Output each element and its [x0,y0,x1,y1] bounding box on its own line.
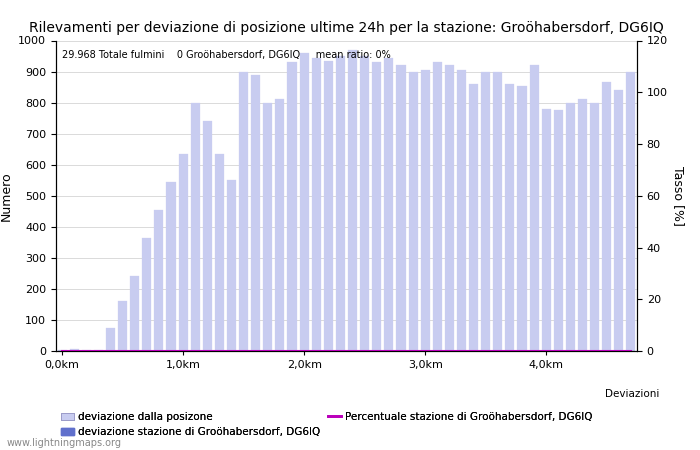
Bar [566,103,575,351]
Text: 29.968 Totale fulmini    0 Groöhabersdorf, DG6IQ     mean ratio: 0%: 29.968 Totale fulmini 0 Groöhabersdorf, … [62,50,391,60]
Y-axis label: Numero: Numero [0,171,13,220]
Bar [615,90,624,351]
Bar [457,70,466,351]
Bar [433,62,442,351]
Bar [167,182,176,351]
Bar [190,103,199,351]
Bar [494,72,503,351]
Bar [409,72,418,351]
Bar [312,58,321,351]
Bar [626,72,636,351]
Bar [517,86,526,351]
Bar [505,84,514,351]
Bar [336,56,345,351]
Bar [396,65,405,351]
Bar [481,72,490,351]
Bar [178,154,188,351]
Bar [590,103,599,351]
Bar [275,99,284,351]
Bar [444,65,454,351]
Bar [602,82,611,351]
Bar [288,62,297,351]
Title: Rilevamenti per deviazione di posizione ultime 24h per la stazione: Groöhabersdo: Rilevamenti per deviazione di posizione … [29,21,664,35]
Bar [360,56,369,351]
Bar [421,70,430,351]
Bar [215,154,224,351]
Text: www.lightningmaps.org: www.lightningmaps.org [7,438,122,448]
Bar [263,103,272,351]
Bar [142,238,151,351]
Bar [227,180,236,351]
Bar [554,110,563,351]
Bar [542,109,551,351]
Bar [251,75,260,351]
Bar [324,61,333,351]
Bar [348,50,357,351]
Text: Deviazioni: Deviazioni [606,389,660,399]
Bar [530,65,539,351]
Bar [69,350,78,351]
Bar [372,62,382,351]
Bar [130,276,139,351]
Bar [384,58,393,351]
Bar [300,53,309,351]
Bar [118,302,127,351]
Y-axis label: Tasso [%]: Tasso [%] [671,166,685,226]
Bar [239,72,248,351]
Bar [203,121,212,351]
Bar [154,210,163,351]
Bar [106,328,115,351]
Bar [578,99,587,351]
Bar [469,84,478,351]
Legend: deviazione dalla posizone, deviazione stazione di Groöhabersdorf, DG6IQ, Percent: deviazione dalla posizone, deviazione st… [61,412,593,437]
